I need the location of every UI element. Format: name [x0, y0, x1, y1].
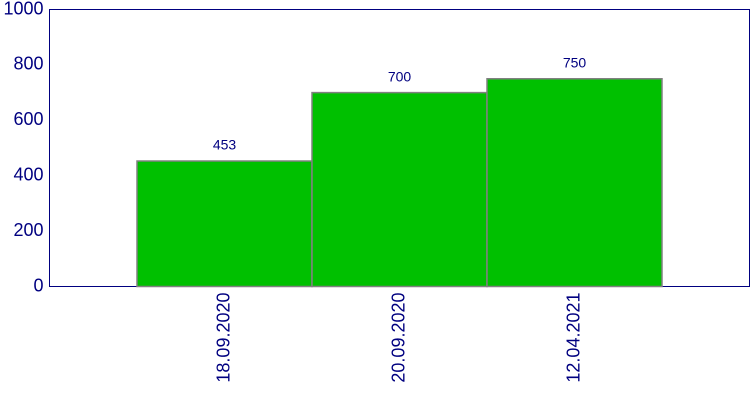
value-label: 750	[563, 54, 587, 70]
y-tick-label: 600	[13, 109, 43, 129]
bar	[311, 91, 488, 288]
y-tick-label: 1000	[3, 0, 43, 18]
y-tick-label: 200	[13, 220, 43, 240]
y-tick-label: 800	[13, 54, 43, 74]
y-tick-label: 0	[33, 275, 43, 295]
x-tick-label: 18.09.2020	[213, 293, 233, 383]
value-label: 453	[213, 137, 237, 153]
bar	[486, 78, 663, 288]
value-label: 700	[388, 68, 412, 84]
y-tick-label: 400	[13, 164, 43, 184]
bar	[136, 160, 313, 288]
x-tick-label: 20.09.2020	[388, 293, 408, 383]
x-tick-label: 12.04.2021	[563, 293, 583, 383]
